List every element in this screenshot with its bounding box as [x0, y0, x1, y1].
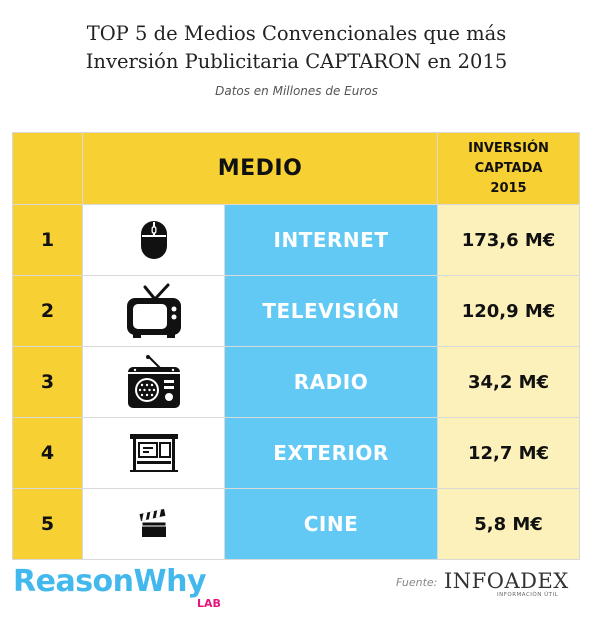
mouse-icon: [140, 221, 167, 259]
header-inversion-line-2: 2015: [490, 180, 527, 196]
icon-cell: [82, 275, 225, 347]
chart-subtitle: Datos en Millones de Euros: [215, 84, 378, 98]
rank-cell: 2: [12, 275, 83, 347]
table-row: 4 EXTERIOR 12,7 M€: [12, 417, 581, 489]
rank-cell: 5: [12, 488, 83, 560]
title-line-1: TOP 5 de Medios Convencionales que más: [86, 22, 507, 45]
icon-cell: [82, 488, 225, 560]
table-row: 1 INTERNET 173,6 M€: [12, 204, 581, 276]
radio-icon: [127, 355, 180, 408]
infoadex-tagline: INFORMACIÓN ÚTIL: [497, 592, 559, 598]
source-label: Fuente:: [396, 576, 438, 589]
table-row: 5 CINE 5,8 M€: [12, 488, 581, 560]
infoadex-logo: INFOADEX: [444, 569, 569, 593]
reasonwhy-lab-label: LAB: [197, 597, 221, 610]
icon-cell: [82, 204, 225, 276]
header-rank-cell: [12, 132, 83, 205]
ranking-table: MEDIO INVERSIÓN CAPTADA 2015 1 INTERNET …: [12, 132, 581, 560]
medium-name: CINE: [223, 488, 439, 560]
medium-name: INTERNET: [223, 204, 439, 276]
title-line-2: Inversión Publicitaria CAPTARON en 2015: [85, 50, 508, 73]
medium-name: EXTERIOR: [223, 417, 439, 489]
table-header-row: MEDIO INVERSIÓN CAPTADA 2015: [12, 132, 581, 205]
header-inversion-line-1: INVERSIÓN CAPTADA: [468, 140, 549, 176]
investment-value: 120,9 M€: [437, 275, 581, 347]
rank-cell: 3: [12, 346, 83, 418]
header-inversion: INVERSIÓN CAPTADA 2015: [437, 132, 581, 205]
medium-name: RADIO: [223, 346, 439, 418]
icon-cell: [82, 346, 225, 418]
investment-value: 5,8 M€: [437, 488, 581, 560]
icon-cell: [82, 417, 225, 489]
tv-icon: [126, 283, 181, 338]
clapperboard-icon: [139, 509, 166, 537]
medium-name: TELEVISIÓN: [223, 275, 439, 347]
reasonwhy-logo: ReasonWhy: [13, 564, 207, 599]
bus-stop-icon: [129, 434, 178, 472]
investment-value: 12,7 M€: [437, 417, 581, 489]
header-medio: MEDIO: [81, 132, 439, 205]
rank-cell: 4: [12, 417, 83, 489]
table-row: 3 RADIO 34,2 M€: [12, 346, 581, 418]
rank-cell: 1: [12, 204, 83, 276]
table-row: 2 TELEVISIÓN 120,9 M€: [12, 275, 581, 347]
chart-title: TOP 5 de Medios Convencionales que más I…: [0, 20, 593, 76]
investment-value: 34,2 M€: [437, 346, 581, 418]
investment-value: 173,6 M€: [437, 204, 581, 276]
